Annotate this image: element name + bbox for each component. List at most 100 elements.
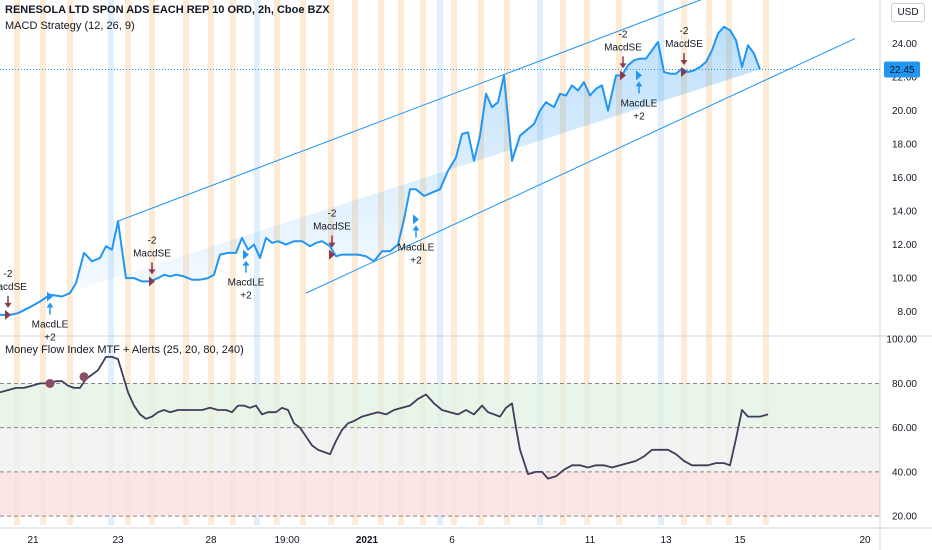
- signal-quantity: +2: [44, 332, 56, 343]
- mfi-tick-label: 60.00: [892, 423, 917, 434]
- sell-arrow-icon: [680, 60, 688, 66]
- sell-entry-marker: [620, 70, 626, 81]
- session-stripe: [398, 0, 404, 525]
- signal-label: MacdSE: [133, 248, 171, 259]
- session-stripe: [560, 0, 566, 525]
- session-stripe: [726, 0, 732, 525]
- session-stripe: [478, 0, 484, 525]
- buy-arrow-icon: [635, 81, 643, 87]
- session-stripe: [616, 0, 622, 525]
- time-tick-label: 19:00: [274, 535, 299, 546]
- session-stripe: [352, 0, 358, 525]
- last-price-badge[interactable]: [884, 61, 920, 78]
- sell-entry-marker: [329, 249, 335, 260]
- session-stripe: [504, 0, 510, 525]
- session-stripe: [437, 0, 443, 525]
- price-tick-label: 16.00: [892, 173, 917, 184]
- mfi-tick-label: 80.00: [892, 379, 917, 390]
- price-tick-label: 8.00: [898, 307, 918, 318]
- channel-lower-line[interactable]: [305, 38, 856, 294]
- sell-arrow-icon: [619, 63, 627, 69]
- buy-arrow-icon: [46, 302, 54, 308]
- buy-entry-marker: [243, 249, 249, 260]
- sell-entry-marker: [149, 276, 155, 287]
- sell-arrow-icon: [148, 269, 156, 275]
- signal-label: MacdSE: [604, 42, 642, 53]
- price-area: [0, 26, 760, 315]
- buy-arrow-icon: [412, 225, 420, 231]
- buy-entry-marker: [47, 291, 53, 302]
- signal-quantity: +2: [633, 111, 645, 122]
- mfi-overbought-band: [0, 383, 880, 428]
- price-tick-label: 18.00: [892, 140, 917, 151]
- signal-label: MacdLE: [398, 242, 435, 253]
- signal-quantity: -2: [148, 235, 157, 246]
- signal-label: MacdSE: [665, 39, 703, 50]
- signal-quantity: -2: [680, 26, 689, 37]
- buy-entry-marker: [413, 214, 419, 225]
- signal-label: MacdLE: [621, 98, 658, 109]
- mfi-tick-label: 100.00: [886, 335, 917, 346]
- strategy-legend[interactable]: MACD Strategy (12, 26, 9): [5, 20, 135, 32]
- signal-quantity: -2: [619, 29, 628, 40]
- buy-arrow-icon: [242, 260, 250, 266]
- session-stripe: [14, 0, 20, 525]
- price-tick-label: 14.00: [892, 207, 917, 218]
- mfi-alert-dot: [45, 378, 55, 388]
- indicator-legend[interactable]: Money Flow Index MTF + Alerts (25, 20, 8…: [5, 344, 244, 356]
- mfi-oversold-band: [0, 471, 880, 517]
- signal-quantity: +2: [410, 255, 422, 266]
- sell-entry-marker: [681, 67, 687, 78]
- session-stripe: [420, 0, 426, 525]
- sell-entry-marker: [5, 309, 11, 320]
- mfi-tick-label: 40.00: [892, 467, 917, 478]
- signal-quantity: +2: [240, 291, 252, 302]
- session-stripe: [40, 0, 46, 525]
- signal-label: MacdSE: [313, 222, 351, 233]
- signal-quantity: -2: [328, 209, 337, 220]
- session-stripe: [537, 0, 543, 525]
- time-tick-label: 21: [27, 535, 39, 546]
- session-stripe: [763, 0, 769, 525]
- time-tick-label: 2021: [356, 535, 379, 546]
- price-line[interactable]: [0, 25, 761, 316]
- session-stripe: [328, 0, 334, 525]
- session-stripe: [125, 0, 131, 525]
- signal-quantity: -2: [4, 269, 13, 280]
- time-tick-label: 23: [112, 535, 124, 546]
- price-tick-label: 12.00: [892, 240, 917, 251]
- mfi-alert-dot: [79, 372, 89, 382]
- buy-entry-marker: [636, 70, 642, 81]
- mfi-line[interactable]: [0, 356, 769, 480]
- time-tick-label: 11: [585, 535, 596, 546]
- session-stripe: [254, 0, 260, 525]
- session-stripe: [681, 0, 687, 525]
- session-stripe: [706, 0, 712, 525]
- session-stripe: [67, 0, 73, 525]
- session-stripe: [584, 0, 590, 525]
- session-stripe: [658, 0, 664, 525]
- session-stripe: [300, 0, 306, 525]
- time-tick-label: 6: [449, 535, 455, 546]
- mfi-tick-label: 20.00: [892, 512, 917, 523]
- time-tick-label: 20: [859, 535, 871, 546]
- time-tick-label: 28: [205, 535, 217, 546]
- last-price-label: 22.45: [889, 65, 914, 76]
- session-stripe: [230, 0, 236, 525]
- currency-badge[interactable]: USD: [891, 3, 925, 22]
- price-tick-label: 24.00: [892, 39, 917, 50]
- signal-label: MacdSE: [0, 282, 27, 293]
- chart-title: RENESOLA LTD SPON ADS EACH REP 10 ORD, 2…: [5, 4, 330, 16]
- price-tick-label: 20.00: [892, 106, 917, 117]
- session-stripe: [274, 0, 280, 525]
- signal-label: MacdLE: [228, 278, 265, 289]
- sell-arrow-icon: [4, 302, 12, 308]
- mfi-neutral-band: [0, 427, 880, 472]
- time-tick-label: 15: [734, 535, 746, 546]
- sell-arrow-icon: [328, 242, 336, 248]
- signal-label: MacdLE: [32, 319, 69, 330]
- session-stripe: [378, 0, 384, 525]
- channel-upper-line[interactable]: [117, 0, 718, 222]
